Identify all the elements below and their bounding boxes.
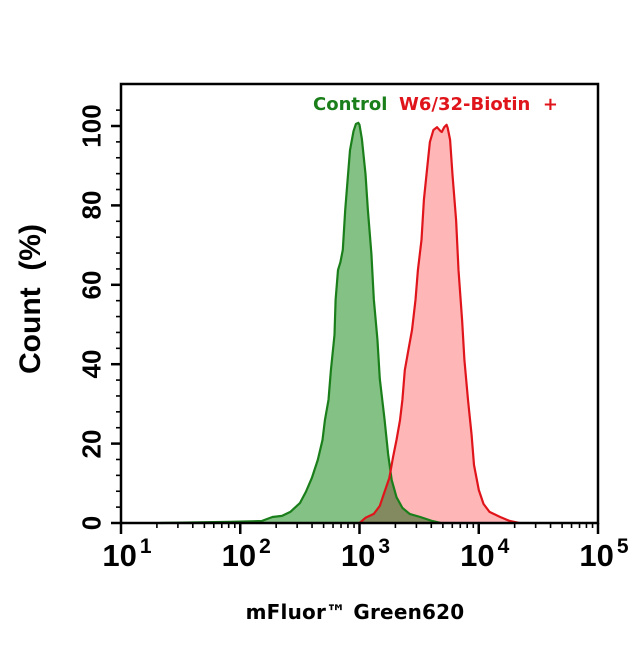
x-tick-label: 10 5 [579,535,629,573]
x-tick-label: 10 2 [221,535,271,573]
plot-frame [119,82,600,525]
x-tick-label: 10 1 [102,535,152,573]
y-tick-label: 20 [76,429,107,459]
y-tick-label: 80 [76,190,107,220]
x-tick-label: 10 4 [460,535,510,573]
legend-w6-32-biotin: W6/32-Biotin + [399,94,558,115]
series-line-w6-32-biotin [358,123,520,525]
histogram-curves [160,121,520,525]
y-tick-label: 60 [76,270,107,300]
y-tick-label: 0 [76,515,107,531]
y-tick-label: 40 [76,349,107,379]
series-fill-control [160,122,441,524]
y-axis-title: Count (%) [14,224,47,374]
x-axis-title: mFluor™ Green620 [245,600,465,624]
y-tick-label: 100 [76,104,107,148]
x-tick-label: 10 3 [340,535,391,573]
series-line-control [160,121,441,525]
legend-control: Control [313,94,388,115]
